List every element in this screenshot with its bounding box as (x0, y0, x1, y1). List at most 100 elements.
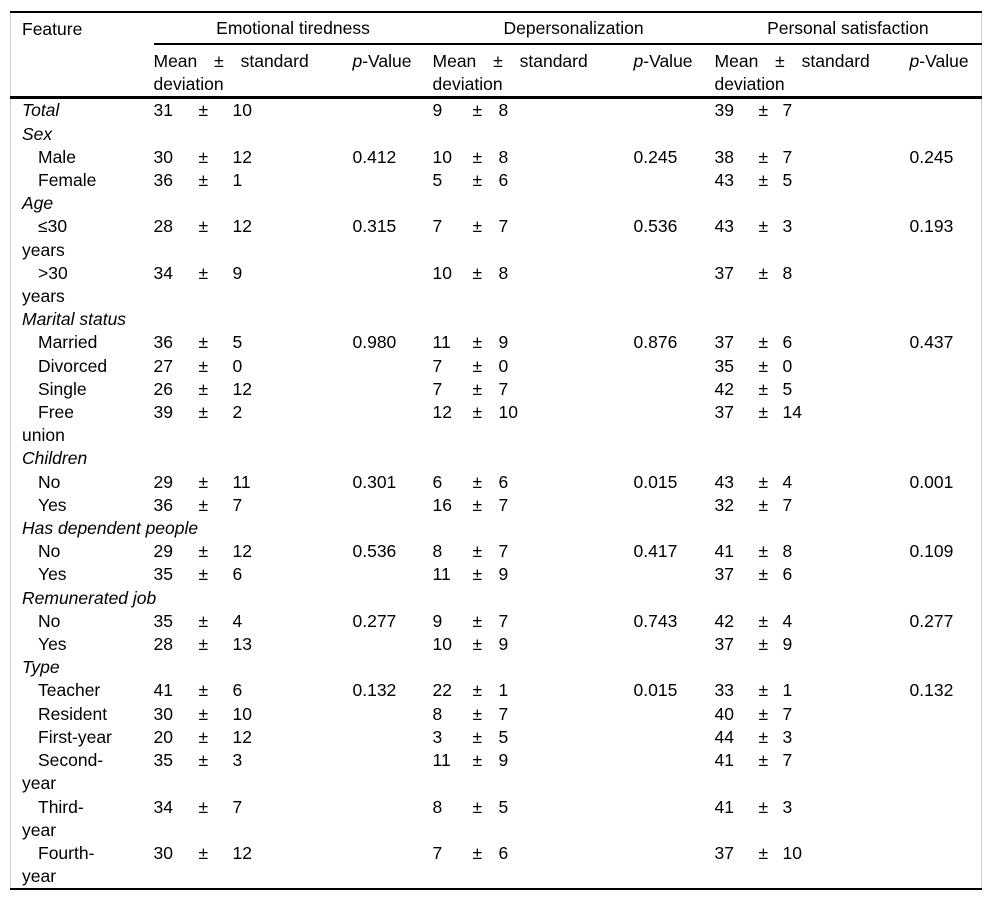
plus-minus: ± (472, 750, 483, 771)
sd-value: 7 (782, 494, 793, 515)
p-value: 0.536 (633, 216, 678, 237)
mean-value: 28 (153, 216, 173, 237)
mean-value: 43 (714, 471, 735, 492)
plus-minus: ± (758, 726, 769, 747)
plus-minus: ± (472, 842, 483, 863)
mean-value: 29 (153, 471, 173, 492)
sd-value: 0 (498, 355, 509, 376)
row-label: Fourth-year (22, 842, 95, 887)
p-value (910, 378, 982, 401)
plus-minus: ± (758, 494, 769, 515)
section-label: Marital status (22, 309, 127, 330)
sd-value: 7 (232, 494, 243, 515)
plus-minus: ± (198, 471, 209, 492)
sd-value: 6 (498, 170, 509, 191)
data-row: First-year 20 ±12 3 ±5 44 ±3 (11, 726, 982, 749)
sd-value: 7 (498, 610, 509, 631)
p-value (634, 494, 715, 517)
data-row: Yes 35 ±6 11 ±9 37 ±6 (11, 563, 982, 586)
p-value (634, 262, 715, 308)
mean-value: 39 (153, 402, 173, 423)
sd-value: 5 (498, 796, 509, 817)
sd-value: 7 (498, 541, 509, 562)
mean-value: 10 (432, 262, 452, 283)
sd-value: 3 (232, 750, 243, 771)
p-value: 0.109 (909, 541, 954, 562)
feature-cell: Divorced (11, 355, 154, 378)
sd-value: 7 (498, 216, 509, 237)
sd-value: 6 (232, 680, 243, 701)
p-value: 0.245 (633, 146, 678, 167)
p-value: 0.015 (633, 680, 678, 701)
mean-value: 37 (714, 402, 735, 423)
p-value (910, 494, 982, 517)
p-rest: -Value (362, 51, 412, 71)
mean-value: 12 (432, 402, 452, 423)
row-label: Divorced (38, 355, 108, 376)
data-row: Fourth-year 30 ±12 7 ±6 37 ±10 (11, 842, 982, 889)
sd-value: 7 (232, 796, 243, 817)
data-row: Resident 30 ±10 8 ±7 40 ±7 (11, 703, 982, 726)
sd-value: 9 (498, 634, 509, 655)
p-value (353, 98, 433, 123)
p-value (910, 262, 982, 308)
p-value-header-et: p-Value (352, 44, 433, 100)
p-value (910, 842, 982, 889)
mean-value: 8 (432, 796, 443, 817)
mean-value: 37 (714, 842, 735, 863)
plus-minus: ± (472, 634, 483, 655)
plus-minus: ± (198, 680, 209, 701)
data-row: Yes 36 ±7 16 ±7 32 ±7 (11, 494, 982, 517)
mean-value: 40 (714, 703, 735, 724)
sd-value: 7 (498, 703, 509, 724)
p-value: 0.980 (352, 332, 397, 353)
sd-value: 3 (782, 216, 793, 237)
sd-value: 3 (782, 796, 793, 817)
row-label: Yes (38, 494, 67, 515)
p-rest: -Value (643, 51, 693, 71)
plus-minus: ± (758, 146, 769, 167)
plus-minus: ± (472, 610, 483, 631)
section-label: Sex (22, 123, 53, 144)
data-row: Single 26 ±12 7 ±7 42 ±5 (11, 378, 982, 401)
plus-minus: ± (472, 680, 483, 701)
plus-minus: ± (198, 170, 209, 191)
section-label: Age (22, 193, 54, 214)
section-label: Children (22, 448, 88, 469)
p-value (353, 726, 433, 749)
plus-minus: ± (758, 262, 769, 283)
table-body: Total 31 ±10 9 ±8 39 ±7 Sex Male 30 ±12 0.412 10 ±8 0.… (11, 98, 982, 889)
row-label: Single (38, 378, 87, 399)
table-container: Feature Emotional tiredness Depersonaliz… (10, 11, 983, 891)
row-label: Total (22, 100, 60, 121)
mean-value: 10 (432, 146, 452, 167)
feature-cell: Second-year (11, 749, 154, 795)
sd-value: 10 (782, 842, 803, 863)
mean-value: 42 (714, 378, 735, 399)
sd-value: 13 (232, 634, 252, 655)
sd-value: 4 (782, 471, 793, 492)
mean-value: 36 (153, 170, 173, 191)
feature-cell: No (11, 610, 154, 633)
data-row: No 35 ±4 0.277 9 ±7 0.743 42 ±4 0.277 (11, 610, 982, 633)
p-value (353, 378, 433, 401)
plus-minus: ± (198, 564, 209, 585)
section-row: Has dependent people (11, 517, 982, 540)
mean-value: 43 (714, 170, 735, 191)
plus-minus: ± (472, 564, 483, 585)
feature-cell: No (11, 471, 154, 494)
sd-value: 8 (498, 100, 509, 121)
plus-minus: ± (758, 796, 769, 817)
row-label: Teacher (38, 680, 101, 701)
p-value (634, 842, 715, 889)
row-label: No (38, 471, 61, 492)
mean-value: 35 (714, 355, 735, 376)
feature-cell: No (11, 540, 154, 563)
plus-minus: ± (198, 402, 209, 423)
p-value: 0.245 (909, 146, 954, 167)
p-value (353, 262, 433, 308)
feature-cell: >30 years (11, 262, 154, 308)
sd-value: 7 (782, 703, 793, 724)
row-label: Third-year (22, 796, 84, 840)
feature-cell: ≤30 years (11, 215, 154, 261)
